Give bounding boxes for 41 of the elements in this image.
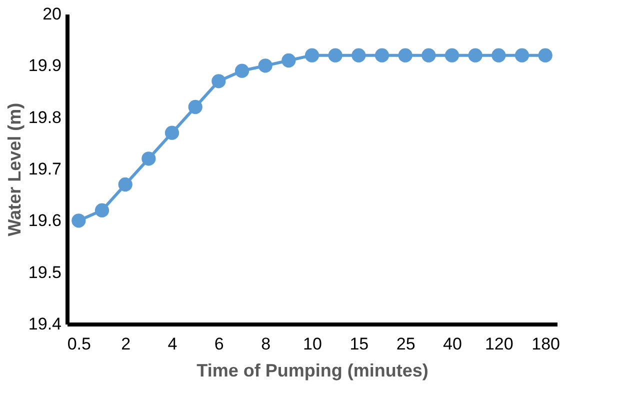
point — [72, 214, 86, 228]
y-tick-label: 19.9 — [28, 56, 62, 76]
x-tick-label: 40 — [443, 334, 462, 354]
point — [304, 48, 320, 62]
point — [234, 64, 250, 78]
point — [94, 203, 110, 218]
x-tick-label: 6 — [214, 334, 224, 354]
point — [514, 48, 530, 62]
y-tick-label: 19.7 — [28, 160, 62, 178]
point — [398, 48, 412, 62]
x-tick-label: 0.5 — [67, 334, 91, 354]
point — [258, 58, 272, 73]
x-tick-label: 4 — [168, 334, 178, 354]
point — [492, 48, 506, 62]
x-tick-label: 10 — [303, 334, 322, 354]
point — [422, 48, 436, 62]
x-tick-label: 8 — [261, 334, 271, 354]
y-tick-label: 19.5 — [28, 262, 62, 282]
x-tick-label: 180 — [532, 334, 560, 354]
point — [142, 152, 156, 166]
x-tick-label: 15 — [350, 334, 369, 354]
x-axis-title: Time of Pumping (minutes) — [196, 360, 428, 380]
x-tick-label: 2 — [121, 334, 131, 354]
y-tick-label: 19.8 — [28, 108, 62, 127]
point — [164, 126, 180, 140]
x-tick-label: 120 — [484, 334, 514, 354]
y-tick-label: 19.4 — [28, 314, 62, 334]
point — [212, 74, 226, 88]
point — [468, 48, 482, 62]
y-axis-title: Water Level (m) — [4, 102, 24, 236]
point — [444, 48, 460, 62]
point — [282, 53, 296, 68]
point — [188, 100, 202, 114]
y-tick-label: 20 — [42, 4, 62, 24]
y-tick-label: 19.6 — [28, 211, 62, 230]
point — [328, 48, 342, 62]
point — [538, 48, 552, 62]
point — [118, 177, 132, 192]
point — [374, 48, 390, 62]
x-tick-label: 25 — [396, 334, 416, 354]
point — [352, 48, 366, 62]
